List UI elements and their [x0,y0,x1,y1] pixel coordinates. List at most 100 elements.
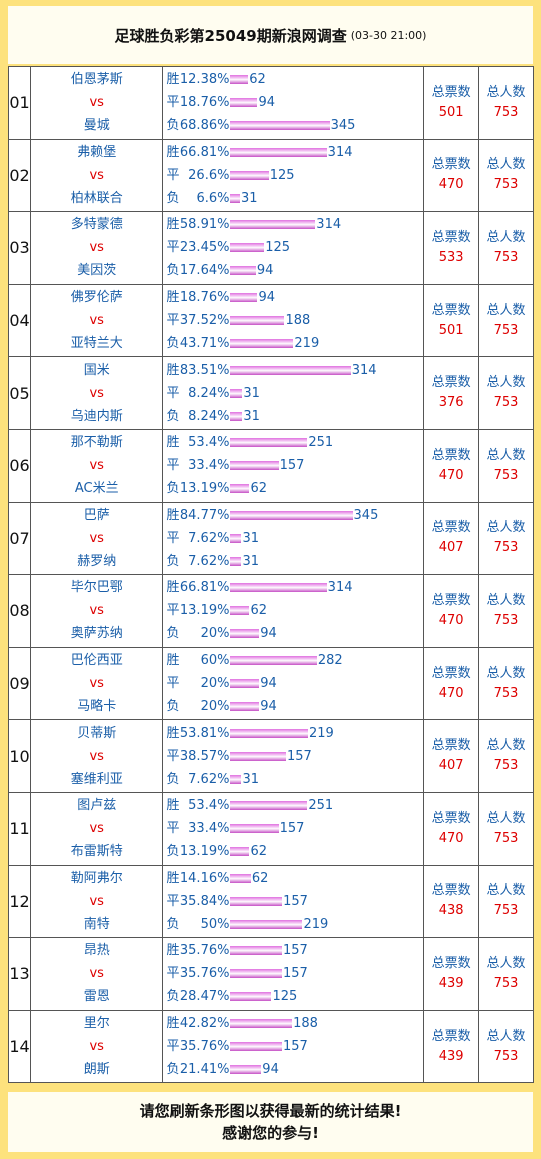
people: 753 [493,322,519,338]
outcome-label: 平 [166,313,180,329]
outcome-label: 胜 [166,362,180,378]
outcome-label: 负 [166,771,180,787]
count: 188 [285,313,311,329]
people: 753 [493,612,519,628]
percent: 35.76% [179,1039,230,1055]
home-team: 图卢兹 [77,798,117,814]
votes-cell: 总票数 470 [423,428,480,503]
outcome-label: 负 [166,481,180,497]
percent: 18.76% [179,95,230,111]
percent: 28.47% [179,989,230,1005]
people-label: 总人数 [486,84,526,100]
bar [230,388,243,398]
vs: vs [89,167,104,183]
count: 157 [282,966,308,982]
outcome-label: 平 [166,966,180,982]
outcomes: 胜 66.81% 314 平 26.6% 125 负 6.6% 31 [162,138,425,213]
outcome-line: 胜 53.81% 219 [166,722,423,745]
percent: 42.82% [179,1016,230,1032]
bar [230,411,243,421]
home-team: 巴伦西亚 [70,653,123,669]
votes-cell: 总票数 407 [423,501,480,576]
people: 753 [493,830,519,846]
count: 62 [250,481,267,497]
outcomes: 胜 12.38% 62 平 18.76% 94 负 68.86% 345 [162,66,425,140]
away-team: 马略卡 [77,699,117,715]
outcomes: 胜 84.77% 345 平 7.62% 31 负 7.62% 31 [162,501,425,576]
outcome-label: 胜 [166,798,180,814]
teams: 图卢兹 vs 布雷斯特 [29,791,164,866]
count: 157 [279,821,305,837]
people-label: 总人数 [486,229,526,245]
people-label: 总人数 [486,738,526,754]
count: 219 [294,336,320,352]
people: 753 [493,104,519,120]
people: 753 [493,177,519,193]
outcome-line: 负 43.71% 219 [166,332,423,355]
bar [230,243,265,253]
away-team: AC米兰 [74,481,119,497]
count: 345 [353,507,379,523]
outcome-label: 平 [166,95,180,111]
outcome-line: 负 20% 94 [166,695,423,718]
people-label: 总人数 [486,810,526,826]
bar [230,170,269,180]
home-team: 毕尔巴鄂 [70,580,123,596]
match-number: 08 [8,574,31,648]
match-row: 12 勒阿弗尔 vs 南特 胜 14.16% 62 平 35.84% 157 负 50% 219 总票数 4… [8,864,534,939]
match-number: 12 [8,864,31,939]
bar [230,193,240,203]
bar [230,774,242,784]
people-label: 总人数 [486,665,526,681]
outcome-label: 平 [166,458,180,474]
outcome-line: 胜 12.38% 62 [166,68,423,91]
teams: 多特蒙德 vs 美因茨 [29,211,164,285]
bar [230,293,258,303]
match-row: 01 伯恩茅斯 vs 曼城 胜 12.38% 62 平 18.76% 94 负 68.86% 345 总票… [8,66,534,140]
outcome-line: 平 20% 94 [166,672,423,695]
percent: 83.51% [179,362,230,378]
vs: vs [89,458,104,474]
outcome-line: 负 7.62% 31 [166,768,423,791]
votes-label: 总票数 [431,302,471,318]
outcome-label: 负 [166,190,180,206]
people: 753 [493,395,519,411]
outcome-label: 负 [166,916,180,932]
bar [230,147,327,157]
count: 125 [265,240,291,256]
bar [230,438,308,448]
bar [230,316,285,326]
votes-cell: 总票数 501 [423,283,480,358]
outcome-line: 平 35.76% 157 [166,962,423,985]
bar [230,266,256,276]
votes: 470 [438,830,464,846]
outcome-label: 胜 [166,580,180,596]
people-cell: 总人数 753 [478,937,534,1011]
away-team: 雷恩 [83,989,110,1005]
bar [230,461,279,471]
outcome-line: 胜 53.4% 251 [166,794,423,817]
match-row: 08 毕尔巴鄂 vs 奥萨苏纳 胜 66.81% 314 平 13.19% 62 负 20% 94 总票数… [8,574,534,648]
votes-cell: 总票数 501 [423,66,480,140]
votes: 439 [438,1048,464,1064]
count: 31 [240,190,258,206]
bar [230,824,279,834]
count: 125 [269,167,295,183]
votes-cell: 总票数 439 [423,1009,480,1084]
outcome-label: 胜 [166,725,180,741]
outcome-line: 平 23.45% 125 [166,236,423,259]
outcome-line: 平 33.4% 157 [166,817,423,840]
percent: 38.57% [179,748,230,764]
people-cell: 总人数 753 [478,864,534,939]
count: 94 [258,290,276,306]
percent: 84.77% [179,507,230,523]
percent: 12.38% [179,72,230,88]
outcomes: 胜 35.76% 157 平 35.76% 157 负 28.47% 125 [162,937,425,1011]
bar [230,365,351,375]
count: 314 [327,144,353,160]
outcome-label: 胜 [166,72,180,88]
people-label: 总人数 [486,592,526,608]
bar [230,896,283,906]
people-label: 总人数 [486,1028,526,1044]
people-cell: 总人数 753 [478,428,534,503]
